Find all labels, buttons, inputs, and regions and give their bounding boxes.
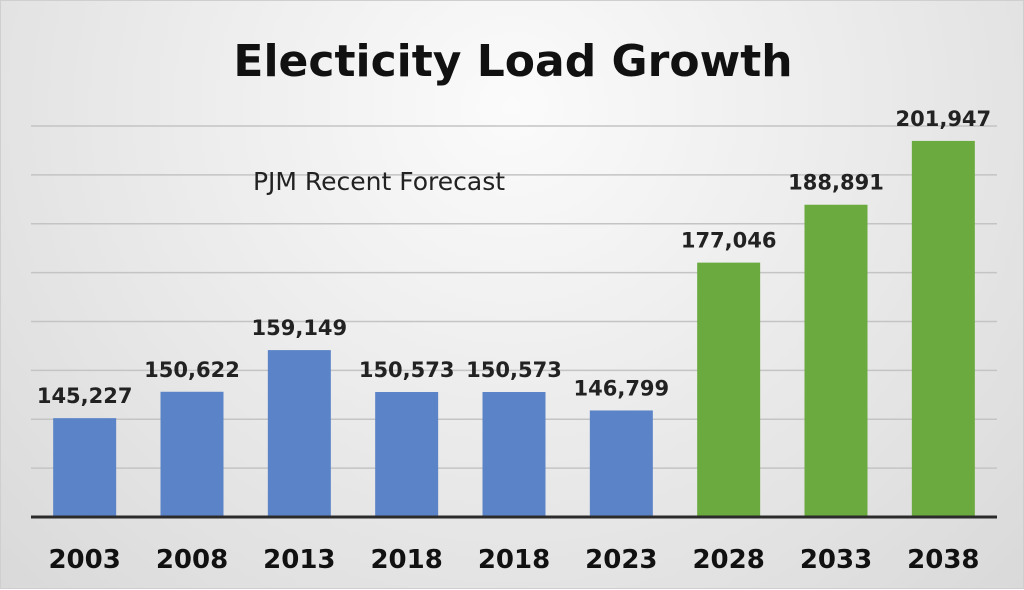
data-label-2: 159,149 [252,316,348,340]
data-label-1: 150,622 [144,358,240,382]
data-label-5: 146,799 [574,376,670,400]
x-tick-label-5: 2023 [585,545,657,575]
bar-0 [53,418,117,517]
bar-7 [804,204,868,518]
data-label-8: 201,947 [896,107,992,131]
x-tick-label-7: 2033 [800,545,872,575]
data-label-3: 150,573 [359,358,455,382]
x-tick-label-6: 2028 [692,545,764,575]
x-tick-label-3: 2018 [370,545,442,575]
chart-title: Electicity Load Growth [233,36,792,87]
x-tick-label-4: 2018 [478,545,550,575]
x-tick-labels: 2003 2008 2013 2018 2018 2023 2028 2033 2038 [48,545,979,575]
bar-2 [267,350,331,517]
data-label-7: 188,891 [788,171,884,195]
x-tick-label-0: 2003 [48,545,120,575]
bar-1 [160,391,224,517]
bar-3 [375,392,439,517]
data-label-4: 150,573 [466,358,562,382]
bars [53,140,975,518]
bar-6 [697,262,761,517]
bar-4 [482,392,546,517]
bar-5 [589,410,653,517]
x-tick-label-1: 2008 [156,545,228,575]
bar-8 [911,140,975,517]
chart-subtitle: PJM Recent Forecast [253,167,505,196]
x-tick-label-8: 2038 [907,545,979,575]
data-label-0: 145,227 [37,384,133,408]
x-tick-label-2: 2013 [263,545,335,575]
data-labels: 145,227 150,622 159,149 150,573 150,573 146,7… [37,107,991,408]
data-label-6: 177,046 [681,229,777,253]
